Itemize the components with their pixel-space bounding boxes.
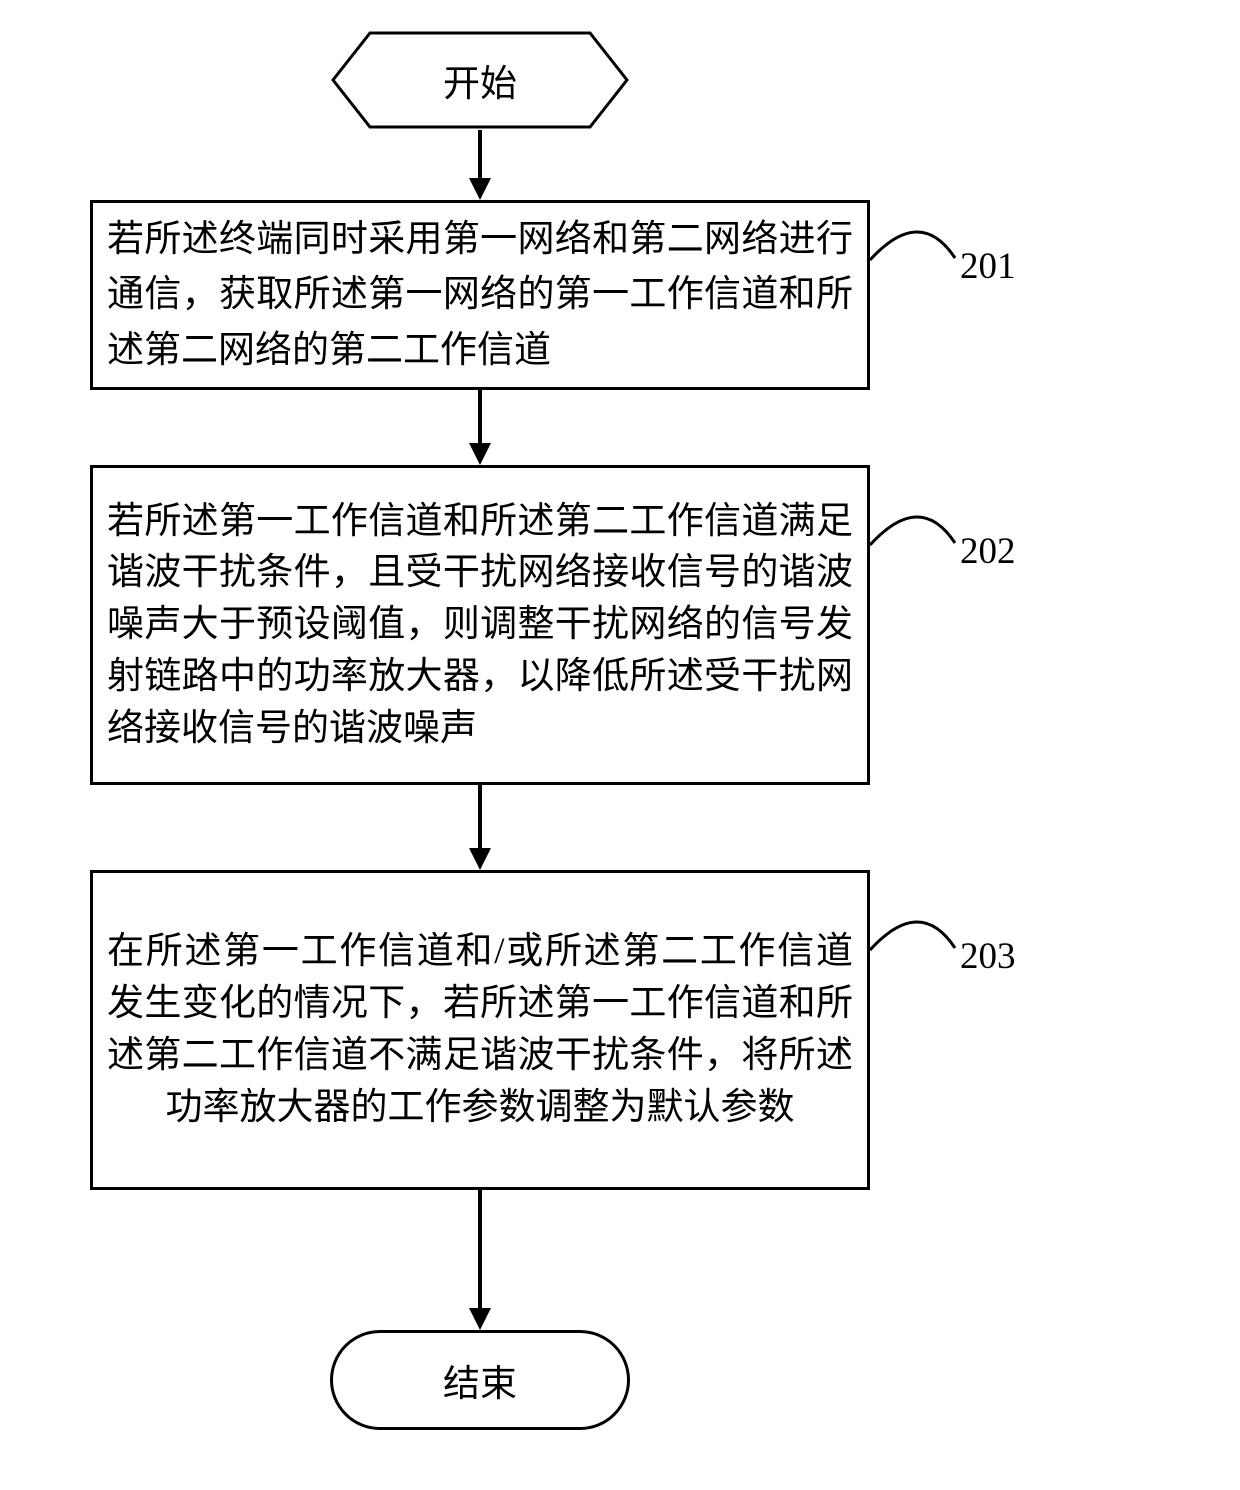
step-202-box: 若所述第一工作信道和所述第二工作信道满足谐波干扰条件，且受干扰网络接收信号的谐波… [90,465,870,785]
edge-start-step1 [478,130,482,180]
arrowhead-1 [469,178,491,200]
connector-203 [870,890,970,970]
step-201-text: 若所述终端同时采用第一网络和第二网络进行通信，获取所述第一网络的第一工作信道和所… [107,219,853,371]
edge-step1-step2 [478,390,482,445]
step-201-label: 201 [960,245,1016,288]
arrowhead-3 [469,848,491,870]
step-203-text: 在所述第一工作信道和/或所述第二工作信道发生变化的情况下，若所述第一工作信道和所… [107,926,853,1133]
step-201-box: 若所述终端同时采用第一网络和第二网络进行通信，获取所述第一网络的第一工作信道和所… [90,200,870,390]
arrowhead-4 [469,1308,491,1330]
step-202-text: 若所述第一工作信道和所述第二工作信道满足谐波干扰条件，且受干扰网络接收信号的谐波… [107,501,853,749]
step-203-box: 在所述第一工作信道和/或所述第二工作信道发生变化的情况下，若所述第一工作信道和所… [90,870,870,1190]
flowchart-canvas: 开始 若所述终端同时采用第一网络和第二网络进行通信，获取所述第一网络的第一工作信… [0,0,1240,1490]
end-text: 结束 [443,1353,517,1407]
edge-step2-step3 [478,785,482,850]
step-203-label: 203 [960,935,1016,978]
connector-201 [870,200,970,280]
arrowhead-2 [469,443,491,465]
start-label: 开始 [330,30,630,130]
start-node: 开始 [330,30,630,130]
end-node: 结束 [330,1330,630,1430]
connector-202 [870,485,970,565]
edge-step3-end [478,1190,482,1308]
step-202-label: 202 [960,530,1016,573]
start-text: 开始 [443,53,517,107]
